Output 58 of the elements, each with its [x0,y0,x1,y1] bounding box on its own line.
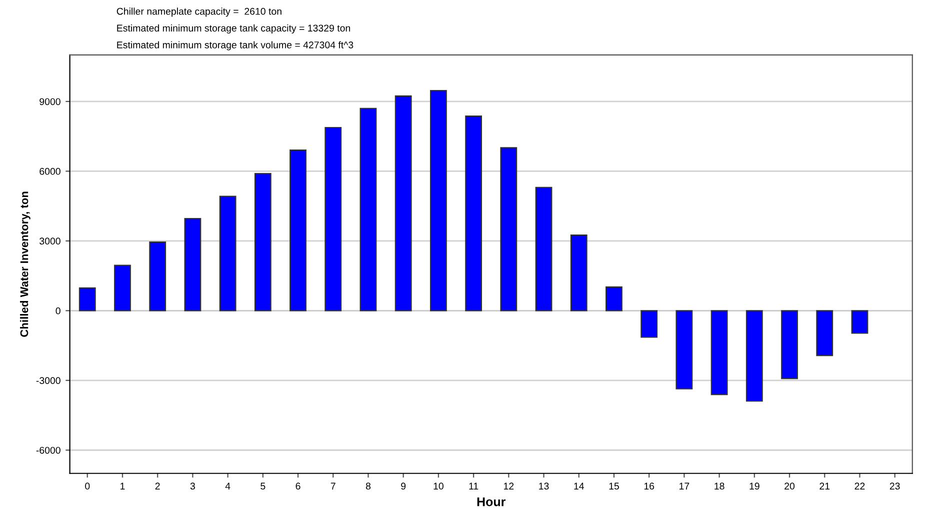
text: Chiller nameplate capacity = 2610 ton [116,8,282,17]
bar [816,310,834,356]
x-tick-label: 17 [680,482,690,490]
bar [324,126,342,312]
bar [78,287,96,312]
x-tick-label: 9 [401,482,406,490]
bar [465,116,482,312]
bar [710,310,728,396]
x-tick-label: 10 [434,482,444,490]
x-tick-label: 20 [784,482,795,490]
x-tick-label: 1 [120,482,125,490]
x-tick-label: 2 [155,482,160,490]
bar [360,108,377,312]
x-tick-label: 16 [644,482,654,490]
bar [430,90,447,312]
x-tick-label: 8 [366,482,371,490]
x-tick-label: 23 [890,482,900,490]
bar [219,196,236,312]
x-tick-label: 5 [260,482,266,490]
x-tick-label: 18 [714,482,724,490]
bar [114,264,131,312]
bar [290,149,306,312]
x-tick-label: 22 [854,482,865,490]
x-tick-label: 3 [190,482,195,490]
bar [851,310,868,334]
bar [254,172,272,312]
bar [676,310,693,390]
x-tick-label: 15 [609,482,619,490]
y-axis-title: Chilled Water Inventory, ton [20,192,30,337]
bar [184,218,202,312]
x-tick-label: 6 [296,482,300,490]
x-tick-label: 13 [539,482,549,490]
bar [394,95,412,312]
x-tick-label: 0 [85,482,90,490]
x-tick-label: 21 [820,482,830,490]
y-tick-label: 6000 [40,168,60,175]
bar [640,310,658,338]
bar [500,147,518,312]
y-tick-label: 9000 [40,98,60,106]
y-tick-label: -6000 [36,446,60,454]
bar [781,310,798,380]
bar [746,310,763,402]
y-tick-label: -3000 [36,377,60,384]
x-tick-label: 12 [504,482,514,490]
x-tick-label: 11 [469,482,478,490]
text: Estimated minimum storage tank volume = 427304 ft^3 [117,41,354,50]
bar [535,186,552,312]
bar [149,242,166,312]
x-tick-label: 19 [750,482,760,490]
x-tick-label: 14 [574,482,584,490]
x-tick-label: 4 [225,482,230,490]
text: Estimated minimum storage tank capacity = 13329 ton [117,24,350,34]
x-axis-title: Hour [477,497,506,506]
y-tick-label: 3000 [40,238,60,245]
x-tick-label: 7 [330,482,336,490]
bar [606,286,622,312]
bar [570,234,588,312]
y-tick-label: 0 [56,307,60,314]
